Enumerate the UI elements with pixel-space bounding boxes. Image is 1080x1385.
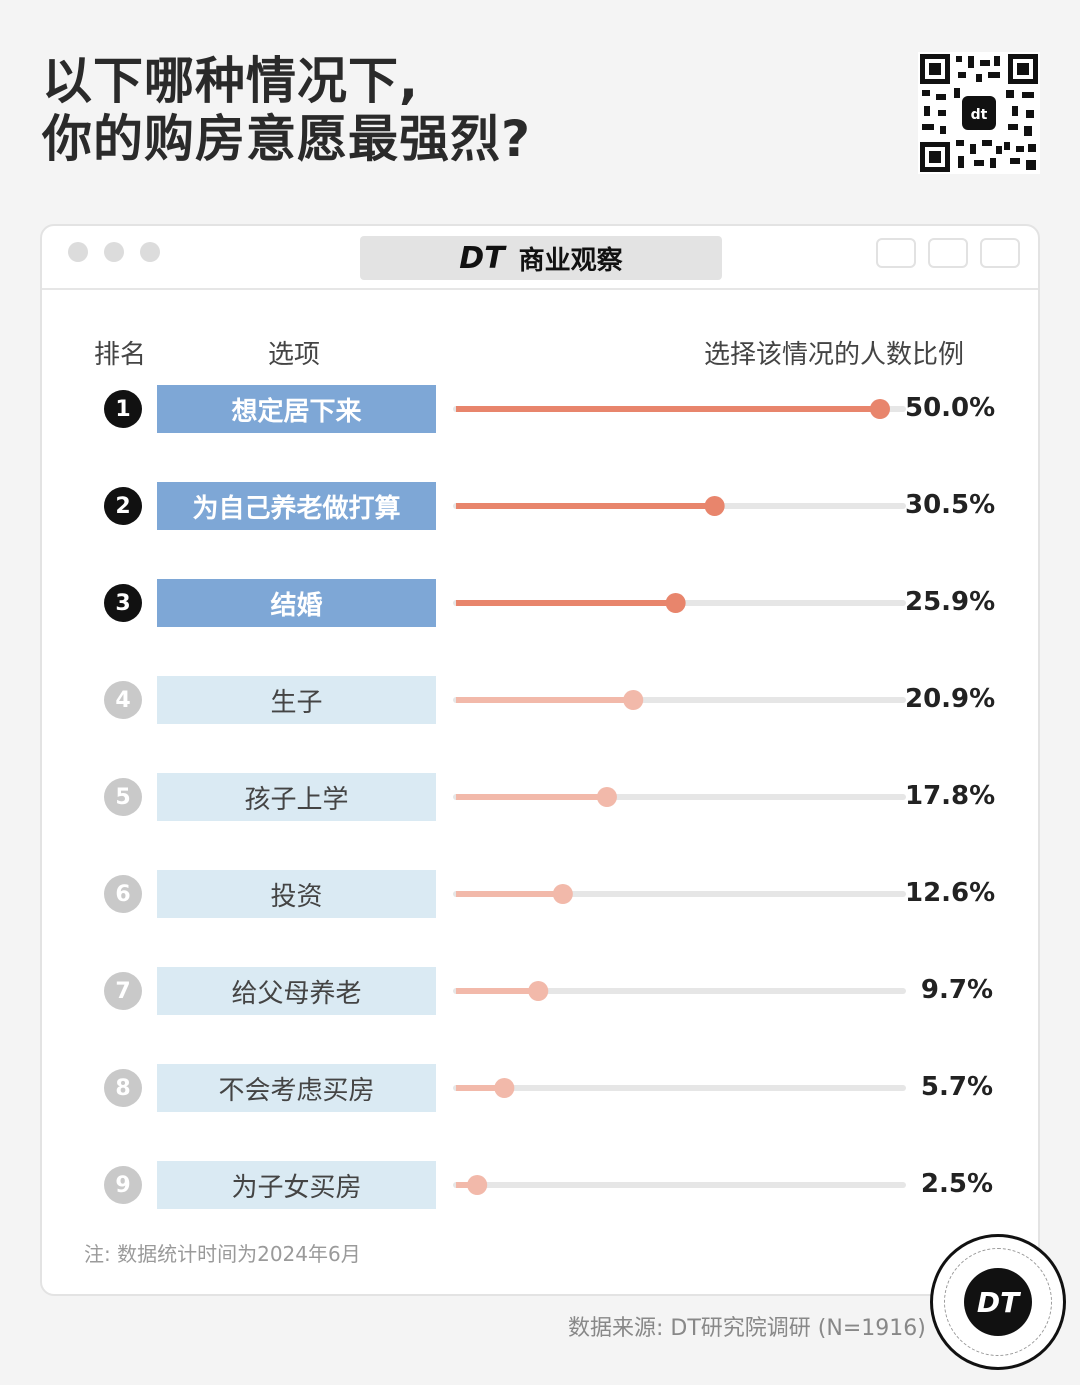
value-label: 25.9% [905, 587, 996, 617]
copy-icon[interactable] [980, 238, 1020, 268]
value-label: 20.9% [905, 684, 996, 714]
share-icon[interactable] [928, 238, 968, 268]
value-label: 50.0% [905, 393, 996, 423]
category-label: 投资 [157, 870, 436, 918]
maximize-window-icon[interactable] [140, 242, 160, 262]
category-label: 为自己养老做打算 [157, 482, 436, 530]
rank-badge: 9 [104, 1166, 142, 1204]
value-label: 30.5% [905, 490, 996, 520]
title-line-1: 以下哪种情况下, [42, 52, 419, 110]
value-label: 17.8% [905, 781, 996, 811]
option-header: 选项 [268, 340, 321, 370]
record-icon[interactable] [876, 238, 916, 268]
value-label: 12.6% [905, 878, 996, 908]
rank-badge: 7 [104, 972, 142, 1010]
value-label: 5.7% [920, 1072, 993, 1102]
category-label: 孩子上学 [157, 773, 436, 821]
percent-header: 选择该情况的人数比例 [704, 340, 965, 370]
rank-badge: 6 [104, 875, 142, 913]
category-label: 给父母养老 [157, 967, 436, 1015]
date-note: 注: 数据统计时间为2024年6月 [84, 1242, 361, 1266]
brand-name: 商业观察 [518, 245, 623, 276]
window-title: DT 商业观察 [360, 236, 722, 280]
category-label: 不会考虑买房 [157, 1064, 436, 1112]
minimize-window-icon[interactable] [104, 242, 124, 262]
rank-badge: 8 [104, 1069, 142, 1107]
dt-badge-logo: DT [964, 1268, 1032, 1336]
rank-header: 排名 [94, 340, 147, 370]
dt-logo: DT [459, 240, 505, 276]
category-label: 生子 [157, 676, 436, 724]
dt-badge-ring: DT [944, 1248, 1052, 1356]
svg-text:dt: dt [971, 107, 988, 123]
rank-badge: 1 [104, 390, 142, 428]
title-line-2: 你的购房意愿最强烈? [42, 110, 532, 168]
category-label: 为子女买房 [157, 1161, 436, 1209]
rank-badge: 2 [104, 487, 142, 525]
close-window-icon[interactable] [68, 242, 88, 262]
value-label: 2.5% [920, 1169, 993, 1199]
category-label: 想定居下来 [157, 385, 436, 433]
category-label: 结婚 [157, 579, 436, 627]
source-tab [528, 1296, 958, 1356]
qr-code-icon[interactable]: dt [918, 52, 1040, 174]
page-title: 以下哪种情况下, 你的购房意愿最强烈? [42, 52, 531, 168]
data-source: 数据来源: DT研究院调研 (N=1916) [568, 1316, 926, 1341]
rank-badge: 5 [104, 778, 142, 816]
value-label: 9.7% [920, 975, 993, 1005]
window-title-bar: DT 商业观察 [42, 226, 1038, 290]
rank-badge: 3 [104, 584, 142, 622]
dt-badge[interactable]: DT [930, 1234, 1066, 1370]
rank-badge: 4 [104, 681, 142, 719]
